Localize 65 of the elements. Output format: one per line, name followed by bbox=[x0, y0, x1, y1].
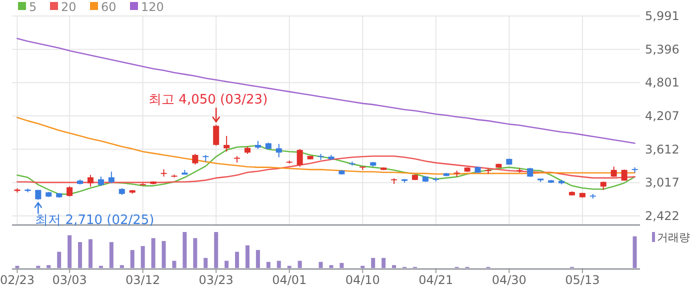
bar bbox=[109, 242, 114, 268]
annotation: 최고 4,050 (03/23) bbox=[148, 92, 268, 108]
bar bbox=[318, 262, 323, 268]
bar bbox=[57, 252, 62, 268]
x-tick-label: 03/03 bbox=[52, 273, 87, 287]
line-series bbox=[16, 38, 636, 144]
legend-label: 60 bbox=[101, 0, 116, 14]
x-tick-label: 02/23 bbox=[0, 273, 35, 287]
candlestick bbox=[224, 135, 230, 152]
candlestick bbox=[88, 174, 94, 188]
candlestick bbox=[192, 153, 198, 165]
bar bbox=[130, 250, 134, 268]
line-series bbox=[16, 144, 636, 195]
bar bbox=[392, 265, 396, 268]
candlestick bbox=[276, 143, 282, 158]
bar bbox=[214, 232, 218, 268]
legend-label: 120 bbox=[141, 0, 164, 14]
legend-label: 5 bbox=[29, 0, 37, 14]
bar bbox=[68, 235, 72, 268]
x-tick-label: 05/13 bbox=[565, 273, 600, 287]
annotation: 최저 2,710 (02/25) bbox=[35, 212, 154, 228]
bar bbox=[276, 260, 281, 268]
x-tick-label: 04/30 bbox=[492, 273, 526, 287]
bar bbox=[235, 252, 240, 268]
y-tick-label: 5,991 bbox=[645, 9, 680, 23]
candlestick bbox=[98, 176, 104, 186]
candlestick bbox=[108, 171, 114, 184]
candlestick bbox=[213, 124, 220, 146]
y-tick-label: 3,612 bbox=[645, 142, 680, 156]
bar bbox=[182, 232, 187, 268]
x-tick-label: 04/10 bbox=[345, 273, 380, 287]
bar bbox=[204, 258, 208, 268]
x-tick-label: 04/01 bbox=[272, 273, 307, 287]
y-tick-label: 4,801 bbox=[645, 76, 680, 90]
bar bbox=[78, 242, 82, 268]
bar bbox=[256, 250, 260, 268]
bar bbox=[632, 236, 637, 268]
candlestick bbox=[66, 186, 73, 197]
candlestick bbox=[610, 166, 617, 178]
bar bbox=[246, 245, 250, 268]
x-tick-label: 03/23 bbox=[198, 273, 234, 287]
x-tick-label: 04/21 bbox=[418, 273, 454, 287]
bar bbox=[172, 260, 176, 268]
y-tick-label: 5,396 bbox=[645, 42, 680, 56]
bar bbox=[371, 258, 376, 268]
legend-label: 거래량 bbox=[657, 231, 690, 244]
bar bbox=[329, 265, 334, 268]
y-tick-label: 3,017 bbox=[645, 176, 680, 190]
bar bbox=[140, 246, 145, 268]
y-tick-label: 4,207 bbox=[645, 108, 680, 123]
bar bbox=[120, 265, 124, 268]
bar bbox=[193, 238, 198, 268]
bar bbox=[224, 260, 229, 268]
bar bbox=[340, 262, 344, 268]
bar bbox=[298, 260, 302, 268]
x-tick-label: 03/12 bbox=[126, 273, 160, 287]
bar bbox=[162, 241, 166, 268]
candlestick bbox=[296, 148, 303, 168]
bar bbox=[46, 265, 51, 268]
y-tick-label: 2,422 bbox=[645, 208, 680, 223]
bar bbox=[266, 262, 270, 268]
legend-label: 20 bbox=[61, 0, 76, 14]
bar bbox=[88, 239, 92, 268]
bar bbox=[382, 258, 386, 268]
bar bbox=[151, 238, 156, 268]
